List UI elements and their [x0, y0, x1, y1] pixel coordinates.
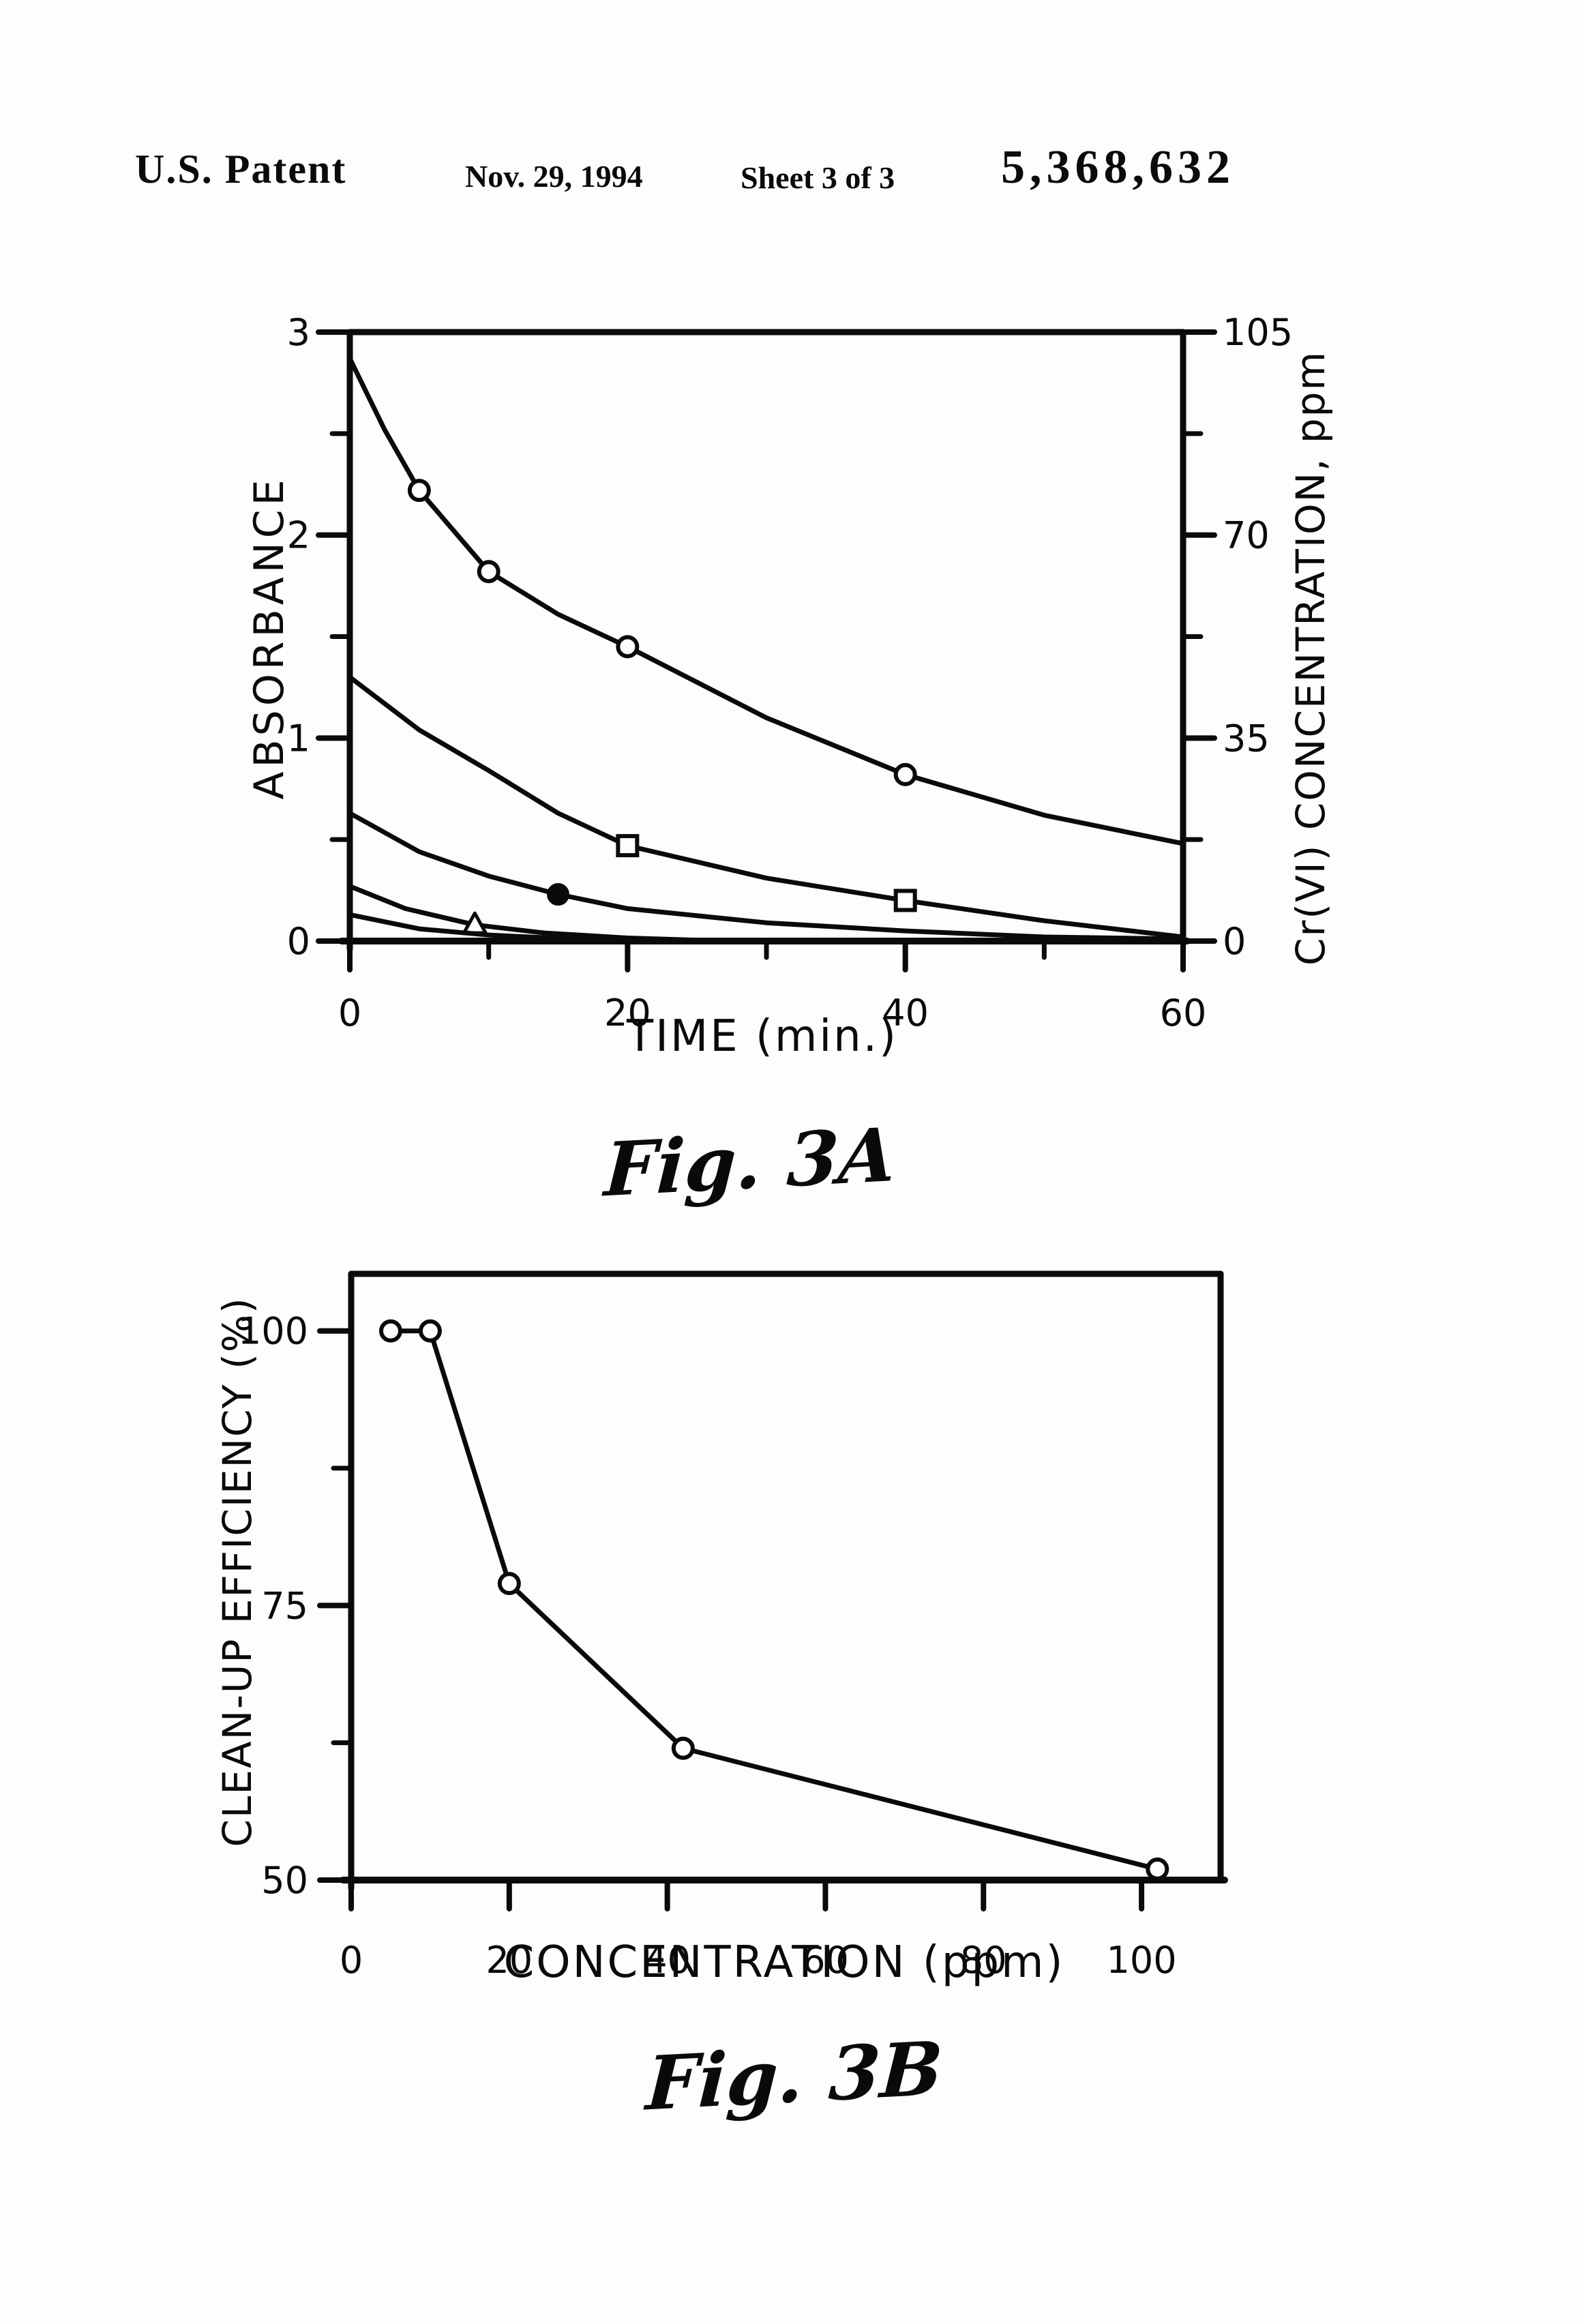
fig3a-y-axis-label-right: Cr(VI) CONCENTRATION, ppm	[1287, 350, 1334, 966]
y-tick-label: 100	[238, 1310, 308, 1353]
x-tick-label: 80	[960, 1939, 1007, 1982]
data-point-open-circle	[477, 560, 501, 584]
x-tick-label: 100	[1107, 1939, 1177, 1982]
x-tick-label: 60	[802, 1939, 849, 1982]
x-tick-label: 0	[340, 1939, 363, 1982]
data-point-open-circle	[1146, 1857, 1169, 1881]
y-tick-label: 2	[287, 514, 310, 557]
data-point-open-circle	[497, 1572, 521, 1596]
data-series-filled-circle	[347, 811, 1186, 942]
fig3a-y-axis-label-left: ABSORBANCE	[245, 475, 293, 800]
data-point-open-circle	[671, 1736, 695, 1760]
x-tick-label: 20	[604, 992, 651, 1034]
y2-tick-label: 70	[1223, 514, 1270, 557]
fig3b-x-axis-label: CONCENTRATION (ppm)	[503, 1937, 1065, 1988]
data-point-open-circle	[893, 762, 917, 786]
patent-header-number: 5,368,632	[1001, 141, 1235, 194]
patent-header-date: Nov. 29, 1994	[465, 159, 643, 194]
data-series-open-circle	[347, 356, 1186, 846]
x-tick-label: 60	[1160, 992, 1207, 1034]
y-tick-label: 50	[261, 1859, 308, 1902]
fig3a-x-axis-label: TIME (min.)	[627, 1011, 898, 1062]
fig3a-plot: 0 1 2 3 0 35 70 105 0 20 40 60	[287, 311, 1293, 1034]
data-series-open-circle	[388, 1328, 1160, 1872]
fig3b-caption: Fig. 3B	[644, 2025, 945, 2128]
patent-header-sheet: Sheet 3 of 3	[741, 160, 895, 195]
x-tick-label: 40	[644, 1939, 691, 1982]
data-series-none	[347, 912, 1186, 944]
data-point-open-circle	[378, 1319, 402, 1343]
x-tick-label: 0	[338, 992, 361, 1034]
x-tick-label: 20	[486, 1939, 533, 1982]
data-point-filled-circle	[547, 883, 569, 906]
fig3b-y-axis-label: CLEAN-UP EFFICIENCY (%)	[214, 1296, 260, 1847]
y-tick-label: 0	[287, 920, 310, 963]
data-point-open-circle	[616, 635, 640, 659]
data-point-open-square	[893, 889, 917, 912]
patent-header-title: U.S. Patent	[135, 147, 347, 192]
y-tick-label: 3	[287, 311, 310, 354]
y-tick-label: 75	[261, 1584, 308, 1627]
y-tick-label: 1	[287, 717, 310, 760]
fig3a-caption: Fig. 3A	[602, 1112, 898, 1214]
fig3b-plot: 50 75 100 0 20 40 60 80 100	[238, 1270, 1228, 1982]
data-point-open-square	[616, 834, 640, 858]
y2-tick-label: 35	[1223, 717, 1270, 760]
y2-tick-label: 0	[1223, 920, 1246, 963]
data-point-open-circle	[407, 479, 431, 503]
y2-tick-label: 105	[1223, 311, 1293, 354]
x-tick-label: 40	[882, 992, 929, 1034]
data-point-open-circle	[418, 1319, 442, 1343]
